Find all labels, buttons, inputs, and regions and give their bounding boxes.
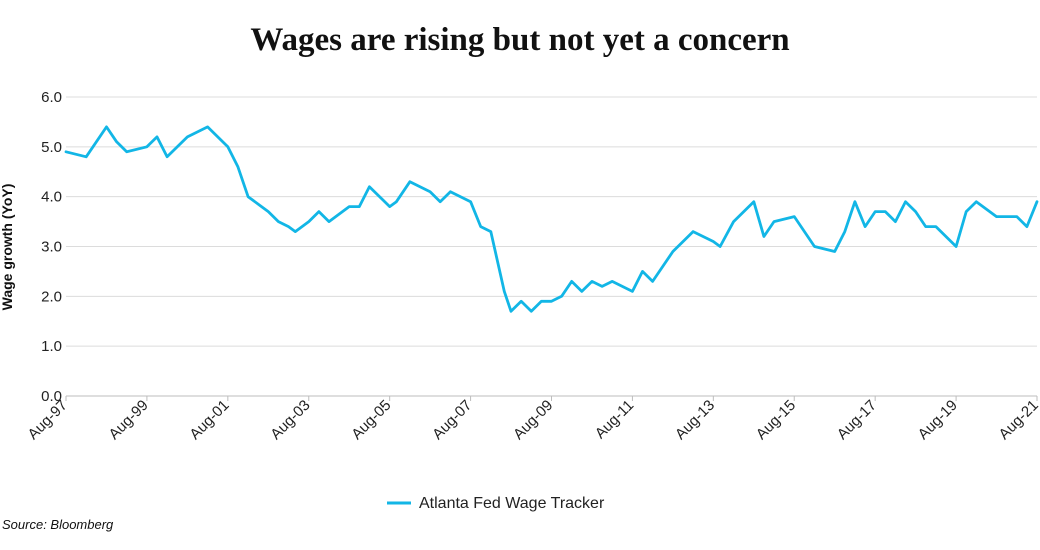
legend-label: Atlanta Fed Wage Tracker bbox=[419, 495, 605, 512]
x-tick-label: Aug-21 bbox=[996, 397, 1040, 443]
y-tick-label: 3.0 bbox=[41, 239, 62, 256]
y-axis-label: Wage growth (YoY) bbox=[0, 184, 15, 311]
x-tick-label: Aug-15 bbox=[753, 397, 799, 443]
y-tick-label: 2.0 bbox=[41, 288, 62, 305]
x-tick-label: Aug-11 bbox=[592, 397, 637, 442]
x-tick-label: Aug-17 bbox=[834, 397, 880, 443]
x-tick-label: Aug-07 bbox=[429, 397, 475, 443]
series-line bbox=[64, 125, 1039, 313]
x-tick-label: Aug-05 bbox=[348, 397, 394, 443]
y-tick-label: 5.0 bbox=[41, 139, 62, 156]
x-tick-label: Aug-01 bbox=[186, 397, 232, 443]
source-note: Source: Bloomberg bbox=[2, 517, 114, 532]
x-axis-ticks: Aug-97 Aug-99 Aug-01 Aug-03 Aug-05 Aug-07 Aug-… bbox=[25, 396, 1040, 443]
x-tick-label: Aug-09 bbox=[510, 397, 556, 443]
x-tick-label: Aug-19 bbox=[915, 397, 961, 443]
series-layer bbox=[64, 125, 1039, 313]
x-tick-label: Aug-13 bbox=[672, 397, 718, 443]
y-tick-label: 6.0 bbox=[41, 89, 62, 106]
y-tick-label: 1.0 bbox=[41, 338, 62, 355]
y-axis-ticks: 0.0 1.0 2.0 3.0 4.0 5.0 6.0 bbox=[41, 89, 62, 405]
chart-title: Wages are rising but not yet a concern bbox=[250, 22, 790, 58]
y-tick-label: 0.0 bbox=[41, 388, 62, 405]
legend: Atlanta Fed Wage Tracker bbox=[387, 495, 605, 512]
gridlines bbox=[66, 96, 1037, 397]
x-tick-label: Aug-99 bbox=[106, 397, 152, 443]
x-tick-label: Aug-03 bbox=[267, 397, 313, 443]
y-tick-label: 4.0 bbox=[41, 189, 62, 206]
